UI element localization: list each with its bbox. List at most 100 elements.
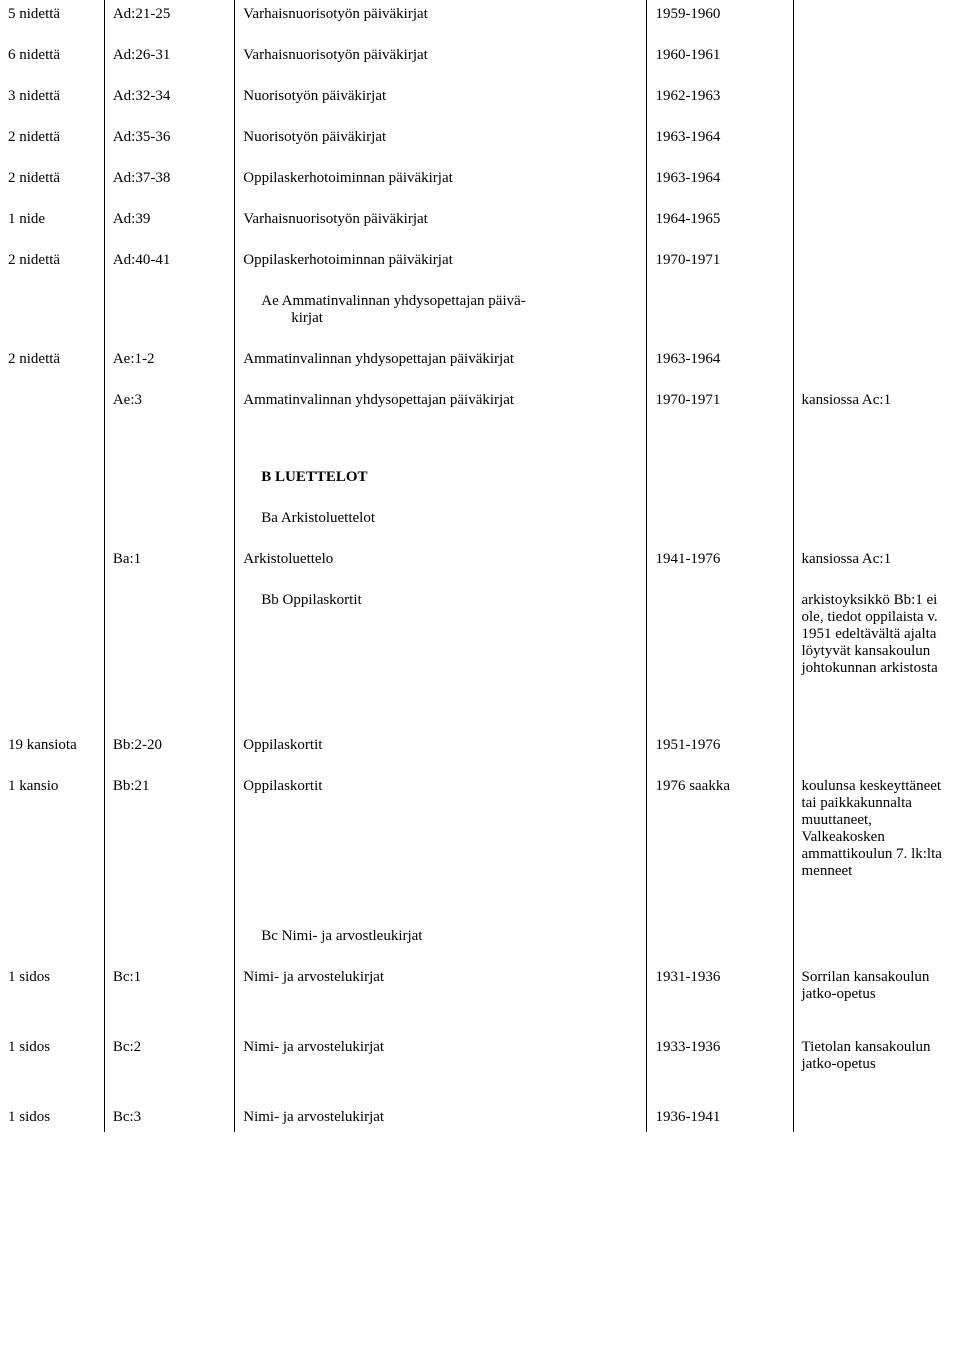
subheading-line1: Ae Ammatinvalinnan yhdysopettajan päivä- bbox=[243, 293, 638, 310]
cell-ref: Ad:26-31 bbox=[104, 41, 234, 70]
cell-ref: Ae:1-2 bbox=[104, 345, 234, 374]
cell-qty: 2 nidettä bbox=[0, 164, 104, 193]
subheading-ba-text: Ba Arkistoluettelot bbox=[243, 510, 638, 527]
cell-subheading: Ba Arkistoluettelot bbox=[235, 504, 647, 533]
table-row: 3 nidettä Ad:32-34 Nuorisotyön päiväkirj… bbox=[0, 82, 960, 111]
cell-qty: 3 nidettä bbox=[0, 82, 104, 111]
cell-years: 1970-1971 bbox=[647, 246, 793, 275]
cell-years: 1964-1965 bbox=[647, 205, 793, 234]
table-row: 6 nidettä Ad:26-31 Varhaisnuorisotyön pä… bbox=[0, 41, 960, 70]
cell-desc: Varhaisnuorisotyön päiväkirjat bbox=[235, 205, 647, 234]
cell-years: 1976 saakka bbox=[647, 772, 793, 886]
cell-qty: 1 sidos bbox=[0, 963, 104, 1009]
table-row: 2 nidettä Ae:1-2 Ammatinvalinnan yhdysop… bbox=[0, 345, 960, 374]
cell-qty bbox=[0, 545, 104, 574]
cell-ref: Ae:3 bbox=[104, 386, 234, 415]
table-row: 1 nide Ad:39 Varhaisnuorisotyön päiväkir… bbox=[0, 205, 960, 234]
cell-desc: Varhaisnuorisotyön päiväkirjat bbox=[235, 41, 647, 70]
heading-b: B LUETTELOT bbox=[243, 469, 638, 486]
cell-desc: Nimi- ja arvostelukirjat bbox=[235, 1103, 647, 1132]
subheading-bb-text: Bb Oppilaskortit bbox=[243, 592, 638, 609]
cell-years: 1936-1941 bbox=[647, 1103, 793, 1132]
cell-note bbox=[793, 345, 960, 374]
cell-ref: Bc:2 bbox=[104, 1033, 234, 1079]
archive-table: 5 nidettä Ad:21-25 Varhaisnuorisotyön pä… bbox=[0, 0, 960, 1132]
cell-ref: Ad:40-41 bbox=[104, 246, 234, 275]
cell-ref: Ad:32-34 bbox=[104, 82, 234, 111]
table-row: 19 kansiota Bb:2-20 Oppilaskortit 1951-1… bbox=[0, 731, 960, 760]
cell-desc: Oppilaskortit bbox=[235, 731, 647, 760]
table-row: 2 nidettä Ad:35-36 Nuorisotyön päiväkirj… bbox=[0, 123, 960, 152]
cell-subheading: Bb Oppilaskortit bbox=[235, 586, 647, 635]
cell-qty: 2 nidettä bbox=[0, 246, 104, 275]
cell-desc: Ammatinvalinnan yhdysopettajan päiväkirj… bbox=[235, 345, 647, 374]
cell-years: 1931-1936 bbox=[647, 963, 793, 1009]
cell-note: arkistoyksikkö Bb:1 ei ole, tiedot oppil… bbox=[793, 586, 960, 683]
cell-ref: Ba:1 bbox=[104, 545, 234, 574]
cell-qty: 1 sidos bbox=[0, 1103, 104, 1132]
cell-note bbox=[793, 731, 960, 760]
cell-qty: 2 nidettä bbox=[0, 123, 104, 152]
cell-years: 1963-1964 bbox=[647, 123, 793, 152]
cell-subheading: Bc Nimi- ja arvostleukirjat bbox=[235, 922, 647, 951]
cell-note: koulunsa keskeyttäneet tai paikkakunnalt… bbox=[793, 772, 960, 886]
cell-ref: Bb:21 bbox=[104, 772, 234, 886]
table-row: Ba:1 Arkistoluettelo 1941-1976 kansiossa… bbox=[0, 545, 960, 574]
cell-qty: 1 nide bbox=[0, 205, 104, 234]
cell-note bbox=[793, 41, 960, 70]
table-row: 1 sidos Bc:2 Nimi- ja arvostelukirjat 19… bbox=[0, 1033, 960, 1079]
cell-desc: Varhaisnuorisotyön päiväkirjat bbox=[235, 0, 647, 29]
cell-note bbox=[793, 164, 960, 193]
cell-note bbox=[793, 1103, 960, 1132]
cell-desc: Oppilaskortit bbox=[235, 772, 647, 886]
cell-years: 1951-1976 bbox=[647, 731, 793, 760]
cell-years: 1933-1936 bbox=[647, 1033, 793, 1079]
table-row: 1 sidos Bc:1 Nimi- ja arvostelukirjat 19… bbox=[0, 963, 960, 1009]
cell-years: 1970-1971 bbox=[647, 386, 793, 415]
cell-note: Tietolan kansakoulun jatko-opetus bbox=[793, 1033, 960, 1079]
subheading-ae: Ae Ammatinvalinnan yhdysopettajan päivä-… bbox=[0, 287, 960, 333]
cell-qty: 2 nidettä bbox=[0, 345, 104, 374]
cell-qty: 5 nidettä bbox=[0, 0, 104, 29]
section-heading-b: B LUETTELOT bbox=[0, 463, 960, 492]
cell-note bbox=[793, 0, 960, 29]
cell-note bbox=[793, 82, 960, 111]
cell-note bbox=[793, 205, 960, 234]
cell-desc: Nuorisotyön päiväkirjat bbox=[235, 82, 647, 111]
cell-qty bbox=[0, 386, 104, 415]
cell-years: 1962-1963 bbox=[647, 82, 793, 111]
cell-ref: Bc:1 bbox=[104, 963, 234, 1009]
cell-note: kansiossa Ac:1 bbox=[793, 386, 960, 415]
cell-qty: 19 kansiota bbox=[0, 731, 104, 760]
table-row: 2 nidettä Ad:37-38 Oppilaskerhotoiminnan… bbox=[0, 164, 960, 193]
cell-desc: Arkistoluettelo bbox=[235, 545, 647, 574]
cell-desc: Nimi- ja arvostelukirjat bbox=[235, 1033, 647, 1079]
cell-note bbox=[793, 123, 960, 152]
cell-heading: B LUETTELOT bbox=[235, 463, 647, 492]
cell-note: kansiossa Ac:1 bbox=[793, 545, 960, 574]
cell-desc: Oppilaskerhotoiminnan päiväkirjat bbox=[235, 246, 647, 275]
cell-years: 1941-1976 bbox=[647, 545, 793, 574]
cell-ref: Ad:37-38 bbox=[104, 164, 234, 193]
cell-note: Sorrilan kansakoulun jatko-opetus bbox=[793, 963, 960, 1009]
subheading-bb: Bb Oppilaskortit arkistoyksikkö Bb:1 ei … bbox=[0, 586, 960, 635]
cell-note bbox=[793, 246, 960, 275]
table-row: 1 kansio Bb:21 Oppilaskortit 1976 saakka… bbox=[0, 772, 960, 886]
cell-qty: 1 kansio bbox=[0, 772, 104, 886]
table-row: 5 nidettä Ad:21-25 Varhaisnuorisotyön pä… bbox=[0, 0, 960, 29]
subheading-bc: Bc Nimi- ja arvostleukirjat bbox=[0, 922, 960, 951]
table-row: 1 sidos Bc:3 Nimi- ja arvostelukirjat 19… bbox=[0, 1103, 960, 1132]
cell-years: 1959-1960 bbox=[647, 0, 793, 29]
subheading-bc-text: Bc Nimi- ja arvostleukirjat bbox=[243, 928, 638, 945]
cell-ref: Bb:2-20 bbox=[104, 731, 234, 760]
cell-desc: Nuorisotyön päiväkirjat bbox=[235, 123, 647, 152]
cell-ref: Bc:3 bbox=[104, 1103, 234, 1132]
cell-subheading: Ae Ammatinvalinnan yhdysopettajan päivä-… bbox=[235, 287, 647, 333]
cell-qty: 1 sidos bbox=[0, 1033, 104, 1079]
cell-years: 1960-1961 bbox=[647, 41, 793, 70]
cell-desc: Ammatinvalinnan yhdysopettajan päiväkirj… bbox=[235, 386, 647, 415]
cell-desc: Oppilaskerhotoiminnan päiväkirjat bbox=[235, 164, 647, 193]
subheading-ba: Ba Arkistoluettelot bbox=[0, 504, 960, 533]
table-row: Ae:3 Ammatinvalinnan yhdysopettajan päiv… bbox=[0, 386, 960, 415]
cell-ref: Ad:21-25 bbox=[104, 0, 234, 29]
